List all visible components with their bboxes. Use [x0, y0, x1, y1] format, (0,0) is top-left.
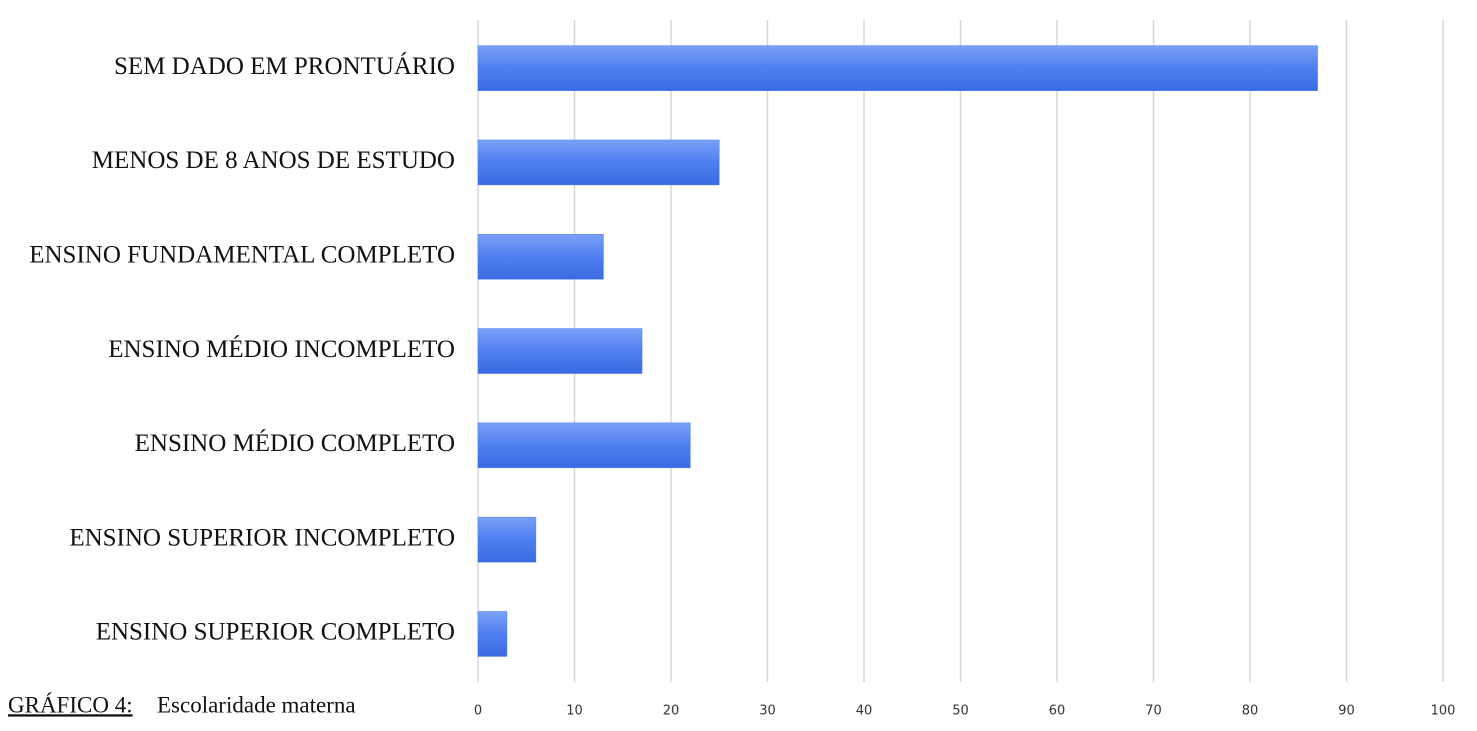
- x-tick-label: 70: [1145, 704, 1162, 719]
- bar: [477, 234, 604, 280]
- x-tick-label: 0: [474, 704, 482, 719]
- figure-label: GRÁFICO 4:: [8, 692, 133, 717]
- y-tick-label: ENSINO SUPERIOR COMPLETO: [96, 619, 455, 646]
- x-tick-label: 60: [1049, 704, 1066, 719]
- y-tick-label: ENSINO MÉDIO COMPLETO: [135, 429, 455, 457]
- y-tick-label: MENOS DE 8 ANOS DE ESTUDO: [92, 147, 455, 174]
- bar: [477, 328, 643, 374]
- x-tick-label: 100: [1431, 704, 1456, 719]
- x-tick-label: 40: [856, 704, 873, 719]
- bar: [477, 611, 508, 657]
- bar: [477, 139, 720, 186]
- x-tick-label: 20: [663, 704, 680, 719]
- x-tick-label: 10: [566, 704, 583, 719]
- y-tick-label: ENSINO SUPERIOR INCOMPLETO: [69, 524, 455, 551]
- y-tick-label: ENSINO FUNDAMENTAL COMPLETO: [29, 241, 455, 268]
- x-tick-label: 30: [759, 704, 776, 719]
- y-tick-label: ENSINO MÉDIO INCOMPLETO: [108, 335, 455, 363]
- grid: 0 10 20 30 40 50 60 70 80 90 100: [474, 20, 1456, 719]
- y-tick-label: SEM DADO EM PRONTUÁRIO: [114, 52, 455, 80]
- chart-title: Escolaridade materna: [157, 692, 356, 717]
- bars: SEM DADO EM PRONTUÁRIO MENOS DE 8 ANOS DE…: [29, 45, 1318, 657]
- x-tick-label: 50: [952, 704, 969, 719]
- x-tick-label: 90: [1338, 704, 1355, 719]
- bar: [477, 45, 1318, 91]
- bar: [477, 516, 537, 563]
- x-tick-label: 80: [1242, 704, 1259, 719]
- bar: [477, 422, 691, 469]
